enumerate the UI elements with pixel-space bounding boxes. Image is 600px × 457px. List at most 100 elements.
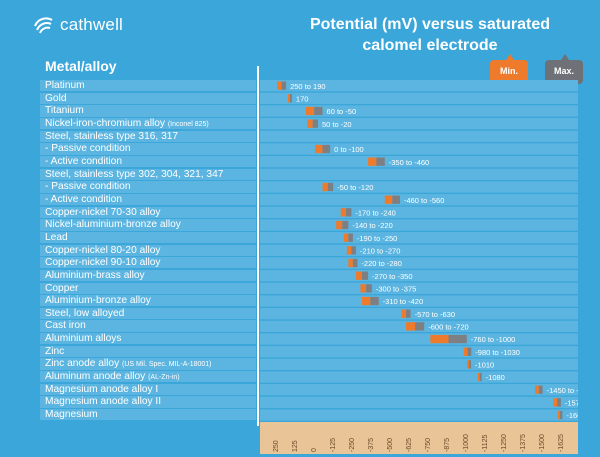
row-label-text: - Active condition <box>45 155 123 167</box>
row-label-text: Cast iron <box>45 320 86 332</box>
row-label-text: Copper-nickel 80-20 alloy <box>45 244 161 256</box>
row-label-text: Aluminum anode alloy <box>45 371 149 383</box>
bar-min <box>535 385 539 394</box>
chart-title-line-1: Potential (mV) versus saturated <box>309 16 551 33</box>
bar-min <box>467 360 470 369</box>
row-label: Magnesium anode alloy II <box>40 396 256 408</box>
bar-range-label: -220 to -280 <box>361 259 401 268</box>
bar-min <box>277 81 282 90</box>
bar-range-label: -570 to -630 <box>415 310 455 319</box>
bar-max <box>346 208 352 217</box>
bar-min <box>305 106 315 116</box>
bar-range-label: -1080 <box>486 373 505 382</box>
x-axis-bar <box>260 422 578 454</box>
row-label-text: Zinc anode alloy <box>45 358 123 370</box>
row-label-text: Steel, low alloyed <box>45 307 125 319</box>
bar-max <box>469 360 472 369</box>
bar-range-label: -350 to -460 <box>389 158 429 167</box>
bar-max <box>448 334 467 344</box>
x-tick-label: -875 <box>443 437 451 452</box>
row-label-text: Titanium <box>45 105 84 117</box>
bar-range-label: -1450 to -1500 <box>547 386 578 395</box>
bar-max <box>392 195 400 204</box>
row-label: Platinum <box>40 80 256 92</box>
bar-range-label: 170 <box>296 94 309 103</box>
row-label: - Active condition <box>40 155 256 168</box>
row-label-text: Magnesium anode alloy I <box>45 383 159 395</box>
brand-name: cathwell <box>60 15 124 34</box>
bar-max <box>314 106 323 116</box>
brand-logo: cathwell <box>32 14 123 36</box>
row-label-note: (US Mil. Spec. MIL-A-18001) <box>122 361 212 369</box>
x-tick-label: 0 <box>310 448 318 452</box>
row-label-text: Aluminium-brass alloy <box>45 269 145 281</box>
legend-min-label: Min. <box>500 66 518 76</box>
row-label: Aluminium-bronze alloy <box>40 295 256 307</box>
row-band <box>260 333 578 345</box>
row-band <box>260 358 578 371</box>
row-band <box>260 194 578 206</box>
row-label-text: - Passive condition <box>45 181 131 193</box>
row-band <box>260 257 578 269</box>
bar-min <box>348 258 353 268</box>
cathwell-logo-icon <box>34 17 53 34</box>
x-tick-label: -1000 <box>462 434 470 452</box>
bar-min <box>557 410 561 420</box>
bar-range-label: -190 to -250 <box>357 234 397 243</box>
row-label: Copper-nickel 80-20 alloy <box>40 244 256 256</box>
row-label: Steel, stainless type 302, 304, 321, 347 <box>40 168 256 180</box>
bar-min <box>430 334 449 344</box>
bar-min <box>340 208 347 217</box>
row-label-text: Gold <box>45 92 67 104</box>
bar-max <box>327 182 334 192</box>
chart-title-line-2: calomel electrode <box>362 37 498 54</box>
bar-min <box>336 220 343 230</box>
row-label: - Passive condition <box>40 143 256 155</box>
row-band <box>260 232 578 244</box>
bar-range-label: -760 to -1000 <box>471 335 516 344</box>
bar-min <box>362 296 371 306</box>
row-label: Copper-nickel 90-10 alloy <box>40 257 256 269</box>
row-band <box>260 130 578 142</box>
row-band <box>260 206 578 218</box>
bar-range-label: -1570 to -1620 <box>565 399 578 408</box>
bar-min <box>553 398 558 407</box>
bar-max <box>557 398 561 407</box>
bar-max <box>415 322 425 331</box>
legend-max-pointer <box>561 54 569 60</box>
bar-range-label: -460 to -560 <box>404 196 444 205</box>
row-band <box>260 168 578 180</box>
x-tick-label: -125 <box>329 437 337 452</box>
bar-max <box>467 347 472 356</box>
bar-max <box>281 81 287 90</box>
row-band <box>260 118 578 130</box>
x-tick-label: -500 <box>386 437 394 452</box>
row-label-text: Lead <box>45 231 68 243</box>
bar-max <box>352 258 358 268</box>
row-label: Steel, low alloyed <box>40 307 256 320</box>
bar-max <box>362 271 369 280</box>
row-band <box>260 295 578 307</box>
row-label: Zinc <box>40 345 256 358</box>
row-label-text: Magnesium anode alloy II <box>45 396 162 408</box>
row-label: Steel, stainless type 316, 317 <box>40 130 256 142</box>
row-label: Nickel-aluminium-bronze alloy <box>40 219 256 231</box>
bar-min <box>401 309 407 318</box>
bar-min <box>343 233 349 242</box>
row-label-note: (AL-Zn-in) <box>148 374 180 382</box>
bar-range-label: -600 to -720 <box>428 323 468 332</box>
row-label: Copper-nickel 70-30 alloy <box>40 206 256 218</box>
row-band <box>260 105 578 117</box>
bar-max <box>366 284 372 293</box>
row-label-text: Nickel-aluminium-bronze alloy <box>45 219 181 231</box>
row-label: Magnesium <box>40 409 256 421</box>
row-label: Zinc anode alloy (US Mil. Spec. MIL-A-18… <box>40 358 256 370</box>
row-label: Aluminum anode alloy (AL-Zn-in) <box>40 371 256 383</box>
bar-max <box>560 410 563 420</box>
bar-min <box>314 144 323 154</box>
bar-max <box>406 309 411 318</box>
row-band <box>260 346 578 358</box>
row-band <box>260 92 578 104</box>
bar-range-label: -270 to -350 <box>372 272 412 281</box>
row-label: - Active condition <box>40 193 256 206</box>
